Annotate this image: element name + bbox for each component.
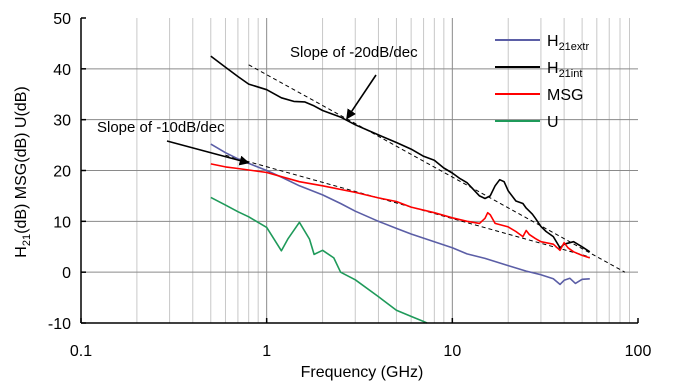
legend-label: U <box>547 114 559 131</box>
series-line-h21extr <box>210 143 590 286</box>
x-tick-label: 1 <box>262 343 271 360</box>
legend-entry: H21extr <box>495 33 589 53</box>
y-tick-label: 10 <box>53 214 71 231</box>
y-tick-label: 50 <box>53 11 71 28</box>
reference-line <box>248 64 626 273</box>
y-tick-label: -10 <box>48 316 71 333</box>
y-tick-label: 20 <box>53 164 71 181</box>
series-line-msg <box>210 163 591 259</box>
y-axis-title-sub: 21 <box>21 234 33 246</box>
x-axis-title: Frequency (GHz) <box>301 364 424 381</box>
series-lines <box>210 55 591 324</box>
legend: H21extr H21int MSG U <box>495 33 589 131</box>
annotation: Slope of -10dB/dec <box>97 119 250 166</box>
annotation-arrow <box>166 140 250 166</box>
legend-entry: H21int <box>495 60 582 80</box>
legend-label: H21int <box>547 60 582 80</box>
y-tick-label: 30 <box>53 113 71 130</box>
y-axis-title-rest: (dB) MSG(dB) U(dB) <box>13 86 30 234</box>
y-axis-title-h: H <box>13 246 30 258</box>
legend-label: MSG <box>547 87 583 104</box>
grid <box>81 18 638 323</box>
annotation-text: Slope of -10dB/dec <box>97 119 225 136</box>
y-tick-label: 40 <box>53 62 71 79</box>
annotation-arrow <box>346 74 377 120</box>
tick-labels: -10 0 10 20 30 40 50 0.1 1 10 100 <box>48 11 652 360</box>
annotation-text: Slope of -20dB/dec <box>290 44 418 61</box>
series-line-u <box>210 196 428 324</box>
legend-entry: U <box>495 114 559 131</box>
y-tick-label: 0 <box>62 265 71 282</box>
legend-label: H21extr <box>547 33 589 53</box>
x-tick-label: 100 <box>625 343 652 360</box>
annotations: Slope of -20dB/dec Slope of -10dB/dec <box>97 44 418 166</box>
y-axis-title: H21(dB) MSG(dB) U(dB) <box>13 86 33 257</box>
series-line-h21int <box>210 55 591 253</box>
annotation: Slope of -20dB/dec <box>290 44 418 120</box>
x-tick-label: 10 <box>443 343 461 360</box>
axes <box>80 17 639 324</box>
x-tick-label: 0.1 <box>70 343 92 360</box>
legend-entry: MSG <box>495 87 583 104</box>
